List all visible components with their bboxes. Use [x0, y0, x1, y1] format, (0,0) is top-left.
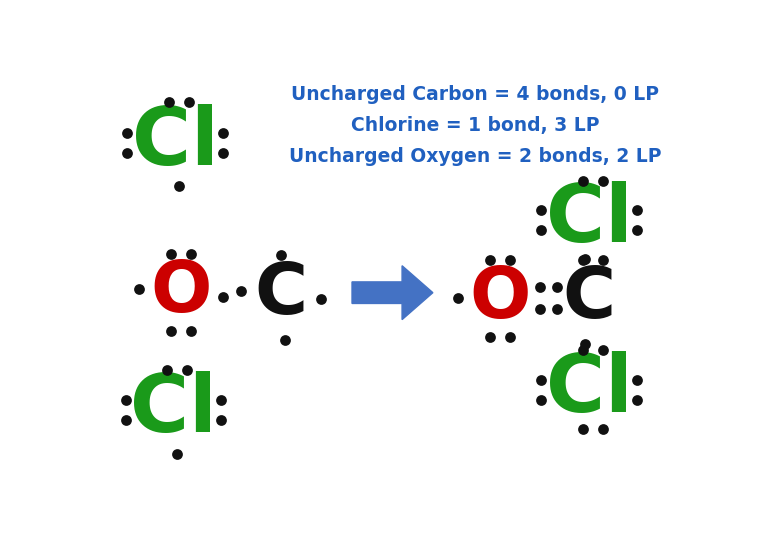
Text: Chlorine = 1 bond, 3 LP: Chlorine = 1 bond, 3 LP	[351, 116, 600, 135]
Point	[217, 292, 230, 301]
Point	[551, 305, 563, 313]
Point	[183, 98, 195, 107]
Point	[215, 396, 227, 405]
Point	[215, 416, 227, 425]
Point	[315, 294, 327, 303]
Point	[185, 250, 197, 259]
Point	[577, 177, 589, 186]
Point	[535, 205, 548, 214]
Point	[597, 425, 609, 434]
Point	[597, 346, 609, 355]
Text: Uncharged Oxygen = 2 bonds, 2 LP: Uncharged Oxygen = 2 bonds, 2 LP	[289, 147, 661, 166]
Text: C: C	[255, 260, 308, 329]
Point	[121, 148, 134, 157]
Point	[235, 287, 247, 295]
Text: Cl: Cl	[546, 352, 633, 430]
Point	[484, 255, 496, 264]
Point	[121, 128, 134, 137]
Point	[161, 366, 174, 375]
Point	[217, 148, 229, 157]
Point	[577, 346, 589, 355]
Point	[120, 396, 132, 405]
Point	[577, 255, 589, 264]
Point	[597, 255, 609, 264]
Point	[535, 225, 548, 234]
Point	[165, 250, 177, 259]
Point	[452, 294, 464, 302]
Point	[551, 283, 563, 292]
Point	[171, 450, 184, 459]
Point	[579, 254, 591, 263]
Point	[217, 128, 229, 137]
Text: O: O	[151, 258, 212, 327]
Point	[631, 396, 643, 405]
Point	[484, 332, 496, 341]
Text: O: O	[469, 264, 531, 333]
Text: Cl: Cl	[546, 181, 633, 258]
Point	[120, 416, 132, 425]
Text: C: C	[563, 264, 616, 333]
Point	[577, 425, 589, 434]
Point	[631, 225, 643, 234]
Point	[185, 327, 197, 336]
Point	[631, 205, 643, 214]
Point	[165, 327, 177, 336]
Point	[535, 396, 548, 405]
Point	[631, 376, 643, 385]
Point	[181, 366, 194, 375]
Point	[597, 177, 609, 186]
Text: Cl: Cl	[131, 104, 218, 181]
Point	[579, 340, 591, 349]
Point	[535, 376, 548, 385]
Point	[133, 284, 145, 293]
Point	[504, 255, 516, 264]
Point	[504, 332, 516, 341]
Text: Cl: Cl	[130, 371, 217, 449]
Point	[534, 305, 546, 313]
FancyArrow shape	[352, 266, 433, 319]
Point	[173, 182, 185, 191]
Point	[279, 335, 291, 344]
Text: Uncharged Carbon = 4 bonds, 0 LP: Uncharged Carbon = 4 bonds, 0 LP	[291, 85, 659, 104]
Point	[163, 98, 175, 107]
Point	[275, 251, 287, 259]
Point	[534, 283, 546, 292]
